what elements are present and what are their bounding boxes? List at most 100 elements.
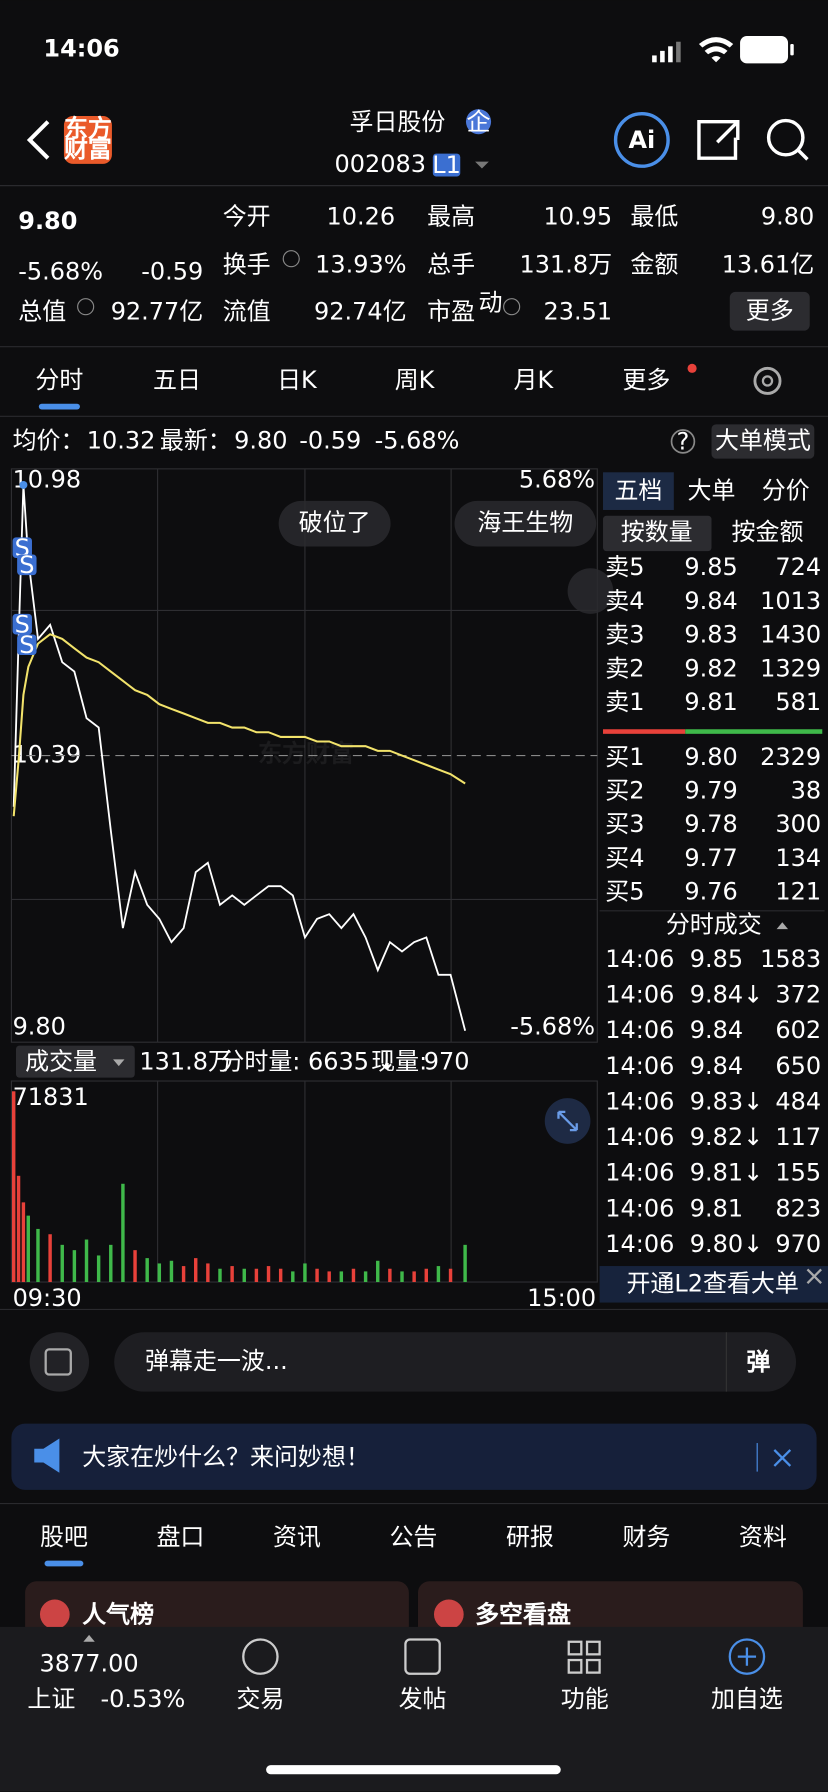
bubble: 海王生物: [477, 509, 573, 537]
ai-button[interactable]: [613, 111, 670, 168]
section-tab[interactable]: 财务: [622, 1523, 670, 1551]
field-value: 92.77亿: [111, 297, 204, 325]
volume-bar: [21, 1202, 26, 1283]
share[interactable]: [697, 119, 740, 160]
book-tab[interactable]: 分价: [762, 477, 810, 505]
book-price: 9.77: [684, 844, 737, 872]
back[interactable]: [26, 120, 50, 160]
tab[interactable]: 分时: [35, 366, 83, 394]
settings[interactable]: [753, 366, 782, 395]
volume-bar: [121, 1183, 125, 1283]
volume-select[interactable]: [15, 1045, 135, 1078]
book-price: 9.81: [684, 688, 737, 716]
volume-bar: [60, 1244, 64, 1283]
trade-volume: 155: [775, 1159, 821, 1187]
book-price: 9.79: [684, 777, 737, 805]
trade-price: 9.80↓: [690, 1230, 763, 1258]
banner-text[interactable]: 大家在炒什么？来问妙想！: [82, 1443, 370, 1471]
danmaku-placeholder: 弹幕走一波...: [145, 1347, 288, 1375]
logo-text: 东方: [64, 115, 112, 143]
card-title: 人气榜: [82, 1601, 154, 1629]
mode[interactable]: 大单模式: [715, 426, 811, 454]
book-tab[interactable]: 五档: [614, 477, 662, 505]
section-tab[interactable]: 研报: [506, 1523, 554, 1551]
book-price: 9.76: [684, 878, 737, 906]
nav-item[interactable]: 交易: [236, 1685, 284, 1713]
more-button[interactable]: [729, 291, 810, 331]
book-price: 9.84: [684, 587, 737, 615]
search[interactable]: [766, 118, 805, 157]
stock-code: 002083: [335, 150, 427, 178]
book-mode[interactable]: 按数量: [621, 518, 693, 546]
l2-link[interactable]: 开通L2查看大单: [626, 1269, 798, 1297]
field-value: 131.8万: [520, 251, 613, 279]
book-label: 买4: [605, 844, 644, 872]
dropdown: [113, 1059, 125, 1067]
volume-bar: [48, 1234, 52, 1283]
book-mode[interactable]: 按金额: [732, 518, 804, 546]
nav-item[interactable]: 功能: [561, 1685, 609, 1713]
tab[interactable]: 月K: [514, 366, 555, 394]
danmaku-button[interactable]: 弹: [746, 1348, 770, 1376]
book-tab[interactable]: 大单: [688, 477, 736, 505]
volume-bar: [412, 1271, 416, 1283]
book-volume: 1430: [760, 621, 821, 649]
section-tab[interactable]: 资料: [739, 1523, 787, 1551]
field-label: 总值: [18, 297, 66, 325]
volume-bar: [194, 1258, 198, 1283]
tab[interactable]: 日K: [277, 366, 318, 394]
price-line: [12, 484, 467, 1031]
volume-bar: [278, 1268, 283, 1283]
trade-time: 14:06: [605, 1194, 674, 1222]
tab[interactable]: 周K: [395, 366, 436, 394]
stock-name: 孚日股份: [350, 108, 446, 136]
volume-bar: [463, 1244, 467, 1283]
nav-item[interactable]: 发帖: [399, 1685, 447, 1713]
volume-bar: [448, 1268, 453, 1283]
y-tick-label: 9.80: [13, 1012, 66, 1040]
mode-button[interactable]: [711, 424, 815, 459]
volume-title[interactable]: 成交量: [25, 1048, 97, 1076]
field-label: 今开: [223, 203, 271, 231]
field-value: 23.51: [544, 297, 613, 325]
volume-bar: [169, 1260, 174, 1283]
book-price: 9.85: [684, 553, 737, 581]
high-marker: [19, 480, 28, 489]
book-label: 买2: [605, 777, 644, 805]
trade-price: 9.83↓: [690, 1087, 763, 1115]
trade-price: 9.81↓: [690, 1159, 763, 1187]
volume-bar: [16, 1175, 21, 1283]
signal-box: [12, 613, 32, 635]
volume-bar: [218, 1268, 222, 1283]
nav-item[interactable]: 加自选: [711, 1685, 783, 1713]
trade-volume: 823: [775, 1194, 821, 1222]
volume-bar: [376, 1260, 380, 1283]
field-label: 换手: [223, 251, 271, 279]
card-title: 多空看盘: [475, 1601, 571, 1629]
section-tab[interactable]: 盘口: [156, 1523, 204, 1551]
volume-bar: [266, 1266, 271, 1283]
book-volume: 2329: [760, 743, 821, 771]
section-tab[interactable]: 资讯: [273, 1523, 321, 1551]
volume-total: 131.8万: [139, 1048, 232, 1076]
volume-bar: [133, 1250, 137, 1283]
trade-price: 9.84: [690, 1016, 743, 1044]
book-label: 卖3: [605, 621, 644, 649]
volume-bar: [157, 1263, 162, 1283]
tab[interactable]: 五日: [153, 366, 201, 394]
more[interactable]: 更多: [746, 296, 794, 324]
book-volume: 724: [775, 553, 821, 581]
danmaku-input[interactable]: [114, 1332, 797, 1392]
current-volume: 970: [424, 1048, 470, 1076]
volume-bar: [181, 1266, 186, 1283]
tab[interactable]: 更多: [622, 366, 670, 394]
avg: 10.32: [87, 426, 156, 454]
section-tab[interactable]: 公告: [389, 1523, 437, 1551]
trade-time: 14:06: [605, 981, 674, 1009]
index-name: 上证: [27, 1685, 75, 1713]
section-tab[interactable]: 股吧: [40, 1523, 88, 1551]
index-change: -0.53%: [101, 1685, 186, 1713]
bubble: 破位了: [299, 509, 371, 537]
field-value: 13.61亿: [722, 251, 815, 279]
